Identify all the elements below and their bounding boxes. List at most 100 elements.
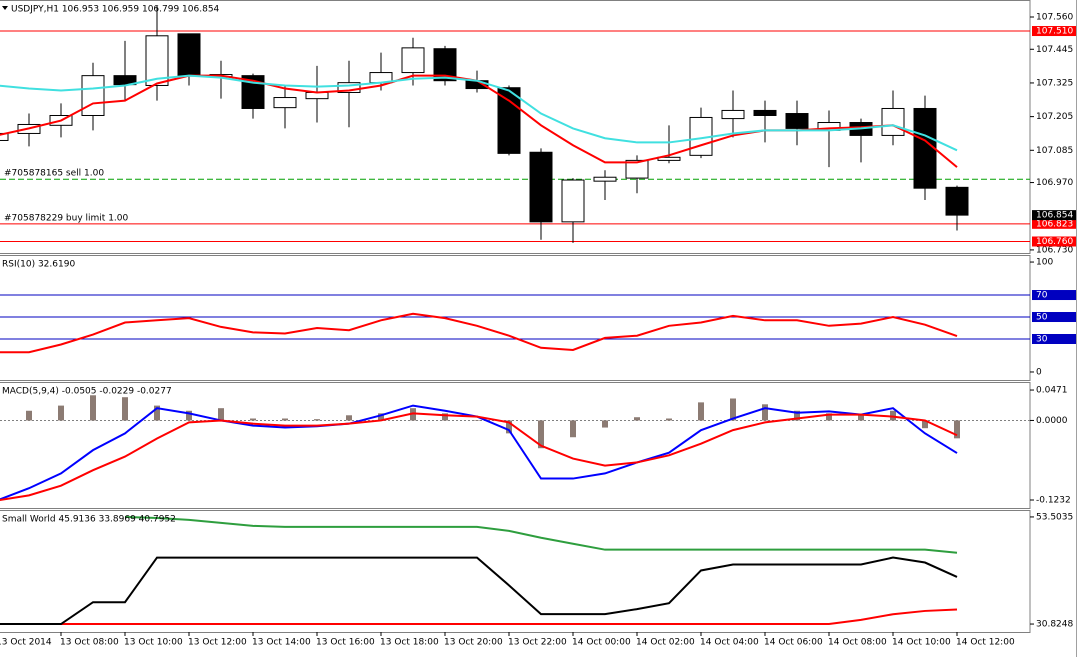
histogram-bar (26, 410, 32, 421)
histogram-bar (954, 420, 960, 439)
candle-body (529, 151, 553, 223)
histogram-bar (698, 402, 704, 421)
histogram-bar (538, 420, 544, 449)
rsi-panel (0, 255, 1031, 381)
y-tick-label: 107.205 (1036, 112, 1073, 122)
level-label-box (1032, 218, 1076, 229)
y-tick-label: 30.8248 (1036, 620, 1073, 630)
candle-body (913, 107, 937, 189)
histogram-bar (794, 410, 800, 421)
panel-title: RSI(10) 32.6190 (2, 260, 75, 270)
x-tick-label: 13 Oct 10:00 (124, 638, 183, 648)
y-tick-label: 0.0471 (1036, 386, 1068, 396)
x-tick-label: 14 Oct 08:00 (828, 638, 887, 648)
order-label: #705878229 buy limit 1.00 (4, 213, 129, 223)
panel-title: MACD(5,9,4) -0.0505 -0.0229 -0.0277 (2, 387, 172, 397)
histogram-bar (314, 419, 320, 421)
price-marker-label: 106.854 (1036, 211, 1073, 221)
histogram-bar (58, 405, 64, 421)
histogram-bar (666, 418, 672, 421)
histogram-bar (474, 420, 480, 421)
x-tick-label: 13 Oct 2014 (0, 638, 52, 648)
x-tick-label: 14 Oct 12:00 (956, 638, 1015, 648)
histogram-bar (346, 415, 352, 421)
histogram-bar (282, 418, 288, 421)
plot-area: #705878165 sell 1.00 #705878229 buy limit… (0, 6, 1030, 243)
histogram-bar (922, 420, 928, 429)
x-tick-label: 13 Oct 18:00 (380, 638, 439, 648)
candle-body (433, 48, 457, 82)
candle-body (145, 35, 169, 86)
x-tick-label: 13 Oct 08:00 (60, 638, 119, 648)
indicator-line (0, 608, 958, 626)
x-tick-label: 14 Oct 02:00 (636, 638, 695, 648)
y-tick-label: 107.085 (1036, 146, 1073, 156)
indicator-line (0, 412, 958, 502)
price-marker-box (1032, 210, 1076, 221)
level-label: 107.510 (1036, 27, 1073, 37)
panel-title: USDJPY,H1 106.953 106.959 106.799 106.85… (11, 5, 220, 15)
x-tick-label: 14 Oct 10:00 (892, 638, 951, 648)
plot-area (0, 395, 1030, 502)
x-tick-label: 13 Oct 12:00 (188, 638, 247, 648)
order-label: #705878165 sell 1.00 (4, 169, 104, 179)
histogram-bar (506, 420, 512, 434)
x-tick-label: 14 Oct 00:00 (572, 638, 631, 648)
y-tick-label: -0.1232 (1036, 495, 1071, 505)
level-label: 106.760 (1036, 237, 1073, 247)
histogram-bar (602, 420, 608, 428)
y-tick-label: 106.970 (1036, 178, 1073, 188)
candle-body (561, 179, 585, 223)
x-tick-label: 13 Oct 22:00 (508, 638, 567, 648)
level-label-box (1032, 26, 1076, 37)
y-tick-label: 0 (1036, 367, 1042, 377)
histogram-bar (378, 413, 384, 421)
histogram-bar (218, 408, 224, 421)
histogram-bar (762, 404, 768, 421)
small-world-panel (0, 510, 1031, 633)
histogram-bar (90, 395, 96, 421)
candle-body (881, 107, 905, 136)
macd-panel (0, 382, 1031, 509)
histogram-bar (730, 398, 736, 421)
level-label-box (1032, 333, 1076, 344)
candle-body (657, 156, 681, 161)
y-tick-label: 106.730 (1036, 245, 1073, 255)
candle-body (753, 109, 777, 116)
x-tick-label: 13 Oct 14:00 (252, 638, 311, 648)
level-label: 106.823 (1036, 219, 1073, 229)
indicator-line (124, 515, 958, 554)
plot-area (0, 294, 1030, 354)
x-tick-label: 14 Oct 06:00 (764, 638, 823, 648)
plot-area (0, 515, 958, 626)
candle-body (785, 113, 809, 129)
y-tick-label: 107.325 (1036, 78, 1073, 88)
histogram-bar (442, 413, 448, 421)
candle-body (401, 47, 425, 74)
histogram-bar (826, 413, 832, 421)
histogram-bar (570, 420, 576, 438)
y-tick-label: 0.0000 (1036, 416, 1068, 426)
level-label-box (1032, 290, 1076, 301)
histogram-bar (634, 417, 640, 421)
indicator-line (0, 74, 958, 152)
candle-body (81, 75, 105, 116)
candle-body (337, 82, 361, 93)
symbol-icon (2, 6, 8, 10)
histogram-bar (858, 415, 864, 421)
histogram-bar (250, 418, 256, 421)
histogram-bar (122, 397, 128, 421)
histogram-bar (154, 405, 160, 421)
level-label-box (1032, 236, 1076, 247)
y-tick-label: 107.445 (1036, 45, 1073, 55)
x-tick-label: 13 Oct 16:00 (316, 638, 375, 648)
candle-body (593, 176, 617, 182)
y-tick-label: 100 (1036, 258, 1053, 268)
candle-body (273, 97, 297, 109)
y-tick-label: 107.560 (1036, 12, 1073, 22)
level-label: 30 (1036, 334, 1048, 344)
indicator-line (0, 556, 958, 626)
candle-body (945, 186, 969, 216)
candle-body (0, 132, 9, 141)
level-label-box (1032, 312, 1076, 323)
